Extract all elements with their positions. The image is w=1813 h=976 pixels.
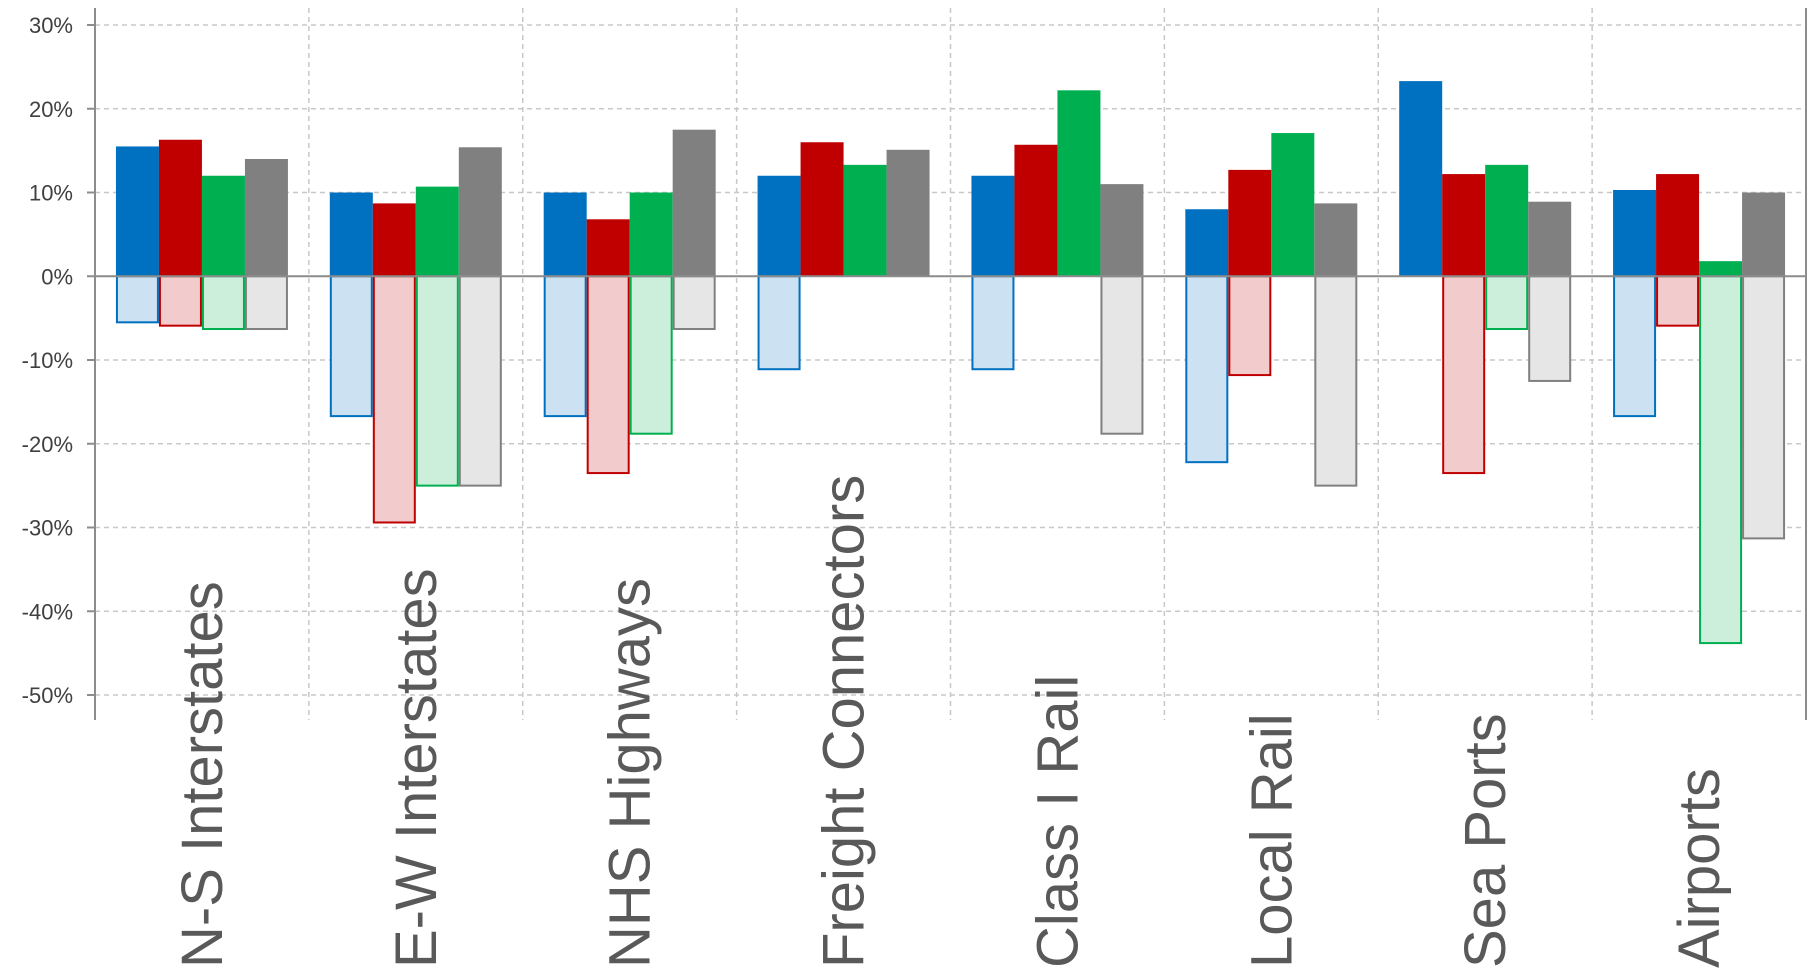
positive-bar — [1057, 90, 1101, 277]
positive-bar — [1528, 201, 1572, 277]
positive-bar — [1442, 174, 1486, 277]
positive-bar — [1228, 169, 1272, 277]
positive-bar — [415, 186, 459, 277]
positive-bar — [843, 164, 887, 277]
negative-bar — [458, 275, 502, 487]
negative-bar — [1442, 275, 1486, 475]
category-label: NHS Highways — [598, 578, 663, 968]
negative-bar — [586, 275, 630, 475]
positive-bar — [1742, 192, 1786, 277]
positive-bar — [971, 175, 1015, 277]
positive-bar — [1399, 81, 1443, 277]
y-tick-label: 10% — [29, 181, 73, 206]
negative-bar — [757, 275, 801, 371]
negative-bar — [672, 275, 716, 331]
negative-bar — [415, 275, 459, 487]
positive-bar — [1100, 184, 1144, 277]
category-label: Freight Connectors — [812, 475, 877, 968]
positive-bar — [244, 159, 288, 277]
positive-bar — [329, 192, 373, 277]
y-tick-label: -40% — [22, 599, 73, 624]
positive-bar — [886, 149, 930, 277]
negative-bar — [1742, 275, 1786, 540]
positive-bar — [629, 192, 673, 277]
positive-bar — [1699, 261, 1743, 277]
negative-bar — [1656, 275, 1700, 327]
negative-bar — [115, 275, 159, 324]
negative-bar — [1228, 275, 1272, 377]
positive-bar — [757, 175, 801, 277]
negative-bar — [372, 275, 416, 524]
y-tick-label: -20% — [22, 432, 73, 457]
negative-bar — [629, 275, 673, 435]
positive-bar — [586, 219, 630, 277]
y-tick-label: -10% — [22, 348, 73, 373]
negative-bar — [158, 275, 202, 327]
negative-bar — [1699, 275, 1743, 645]
category-label: E-W Interstates — [384, 568, 449, 968]
y-tick-label: 30% — [29, 13, 73, 38]
positive-bar — [672, 129, 716, 277]
negative-bar — [543, 275, 587, 418]
positive-bar — [1014, 144, 1058, 277]
labels: 30% 20% 10% 0% -10% -20% -30% -40% -50% N-S Inter… — [22, 13, 1732, 968]
y-tick-label: -30% — [22, 516, 73, 541]
positive-bar — [1485, 164, 1529, 277]
negative-bar — [1613, 275, 1657, 418]
axes — [87, 8, 1807, 720]
positive-bar — [1185, 209, 1229, 277]
positive-bar — [1613, 189, 1657, 277]
y-tick-label: -50% — [22, 683, 73, 708]
negative-bar — [1528, 275, 1572, 382]
positive-bar — [458, 147, 502, 277]
positive-bar — [1314, 203, 1358, 277]
positive-bar — [800, 142, 844, 277]
category-label: N-S Interstates — [170, 581, 235, 968]
negative-bar — [1314, 275, 1358, 487]
negative-bar — [1485, 275, 1529, 331]
positive-bar — [543, 192, 587, 277]
bars — [115, 81, 1786, 645]
negative-bar — [244, 275, 288, 331]
category-label: Local Rail — [1239, 713, 1304, 968]
negative-bar — [1185, 275, 1229, 464]
negative-bar — [971, 275, 1015, 371]
y-tick-label: 20% — [29, 97, 73, 122]
gridlines — [95, 8, 1806, 720]
positive-bar — [372, 203, 416, 277]
y-tick-label: 0% — [41, 264, 73, 289]
negative-bar — [329, 275, 373, 418]
positive-bar — [1271, 133, 1315, 277]
category-label: Class I Rail — [1025, 675, 1090, 968]
negative-bar — [1100, 275, 1144, 435]
category-label: Sea Ports — [1453, 713, 1518, 968]
positive-bar — [201, 175, 245, 277]
positive-bar — [158, 139, 202, 277]
positive-bar — [115, 146, 159, 277]
negative-bar — [201, 275, 245, 331]
category-label: Airports — [1667, 768, 1732, 968]
positive-bar — [1656, 174, 1700, 277]
